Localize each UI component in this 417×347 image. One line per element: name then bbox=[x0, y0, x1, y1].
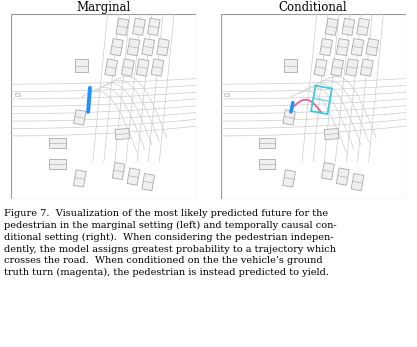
Bar bbox=[142, 39, 155, 56]
Bar bbox=[157, 39, 169, 56]
Bar bbox=[73, 170, 86, 187]
Bar bbox=[49, 159, 66, 169]
Bar bbox=[259, 159, 275, 169]
Bar bbox=[49, 138, 66, 149]
Bar bbox=[224, 93, 229, 96]
Text: Figure 7.  Visualization of the most likely predicted future for the
pedestrian : Figure 7. Visualization of the most like… bbox=[4, 209, 337, 277]
Bar bbox=[283, 110, 295, 125]
Bar bbox=[111, 39, 123, 56]
Bar bbox=[325, 18, 338, 35]
Bar bbox=[351, 174, 364, 191]
Bar bbox=[337, 39, 349, 56]
Bar bbox=[366, 39, 379, 56]
Bar bbox=[112, 162, 125, 180]
Bar bbox=[142, 174, 155, 191]
Bar bbox=[147, 18, 160, 35]
Bar bbox=[311, 86, 332, 114]
Bar bbox=[115, 128, 130, 140]
Bar bbox=[259, 138, 275, 149]
Bar bbox=[360, 59, 373, 76]
Bar bbox=[127, 39, 140, 56]
Bar bbox=[136, 59, 149, 76]
Bar bbox=[324, 128, 339, 140]
Bar bbox=[320, 39, 332, 56]
Bar bbox=[337, 168, 349, 185]
Title: Conditional: Conditional bbox=[279, 1, 347, 14]
Bar bbox=[314, 59, 327, 76]
Bar bbox=[121, 59, 134, 76]
Title: Marginal: Marginal bbox=[77, 1, 131, 14]
Bar bbox=[342, 18, 355, 35]
Bar bbox=[322, 162, 334, 180]
Bar bbox=[357, 18, 369, 35]
Bar bbox=[15, 93, 20, 96]
Bar bbox=[346, 59, 358, 76]
Bar bbox=[151, 59, 164, 76]
Bar bbox=[284, 59, 297, 72]
Bar bbox=[283, 170, 296, 187]
Bar bbox=[105, 59, 118, 76]
Bar bbox=[133, 18, 146, 35]
Bar bbox=[331, 59, 344, 76]
Bar bbox=[116, 18, 129, 35]
Bar bbox=[73, 110, 86, 125]
Bar bbox=[351, 39, 364, 56]
Bar bbox=[127, 168, 140, 185]
Bar bbox=[75, 59, 88, 72]
